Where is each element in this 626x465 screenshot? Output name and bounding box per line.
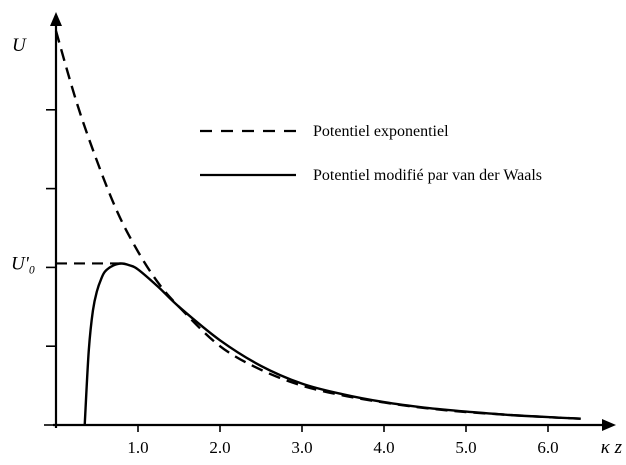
x-axis-arrow xyxy=(602,419,616,431)
x-tick-label: 5.0 xyxy=(455,438,476,457)
legend: Potentiel exponentiel Potentiel modifié p… xyxy=(200,123,542,184)
y-axis-arrow xyxy=(50,12,62,26)
y-axis-label: U xyxy=(12,35,27,56)
u0-marker: U'₀ xyxy=(11,253,122,274)
axes xyxy=(50,12,616,431)
curves xyxy=(54,30,581,426)
legend-label: Potentiel modifié par van der Waals xyxy=(313,167,542,184)
x-axis-label: κ z xyxy=(601,437,623,458)
x-tick-label: 4.0 xyxy=(373,438,394,457)
series-van-der-waals-line xyxy=(83,262,581,426)
u0-label: U'₀ xyxy=(11,253,35,274)
legend-label: Potentiel exponentiel xyxy=(313,123,449,140)
x-tick-label: 1.0 xyxy=(127,438,148,457)
series-exponential-line xyxy=(54,30,581,420)
ticks: 1.0 2.0 3.0 4.0 5.0 6.0 xyxy=(44,109,559,457)
x-tick-label: 3.0 xyxy=(291,438,312,457)
labels: Uκ z xyxy=(12,35,623,458)
x-tick-label: 6.0 xyxy=(537,438,558,457)
x-tick-label: 2.0 xyxy=(209,438,230,457)
